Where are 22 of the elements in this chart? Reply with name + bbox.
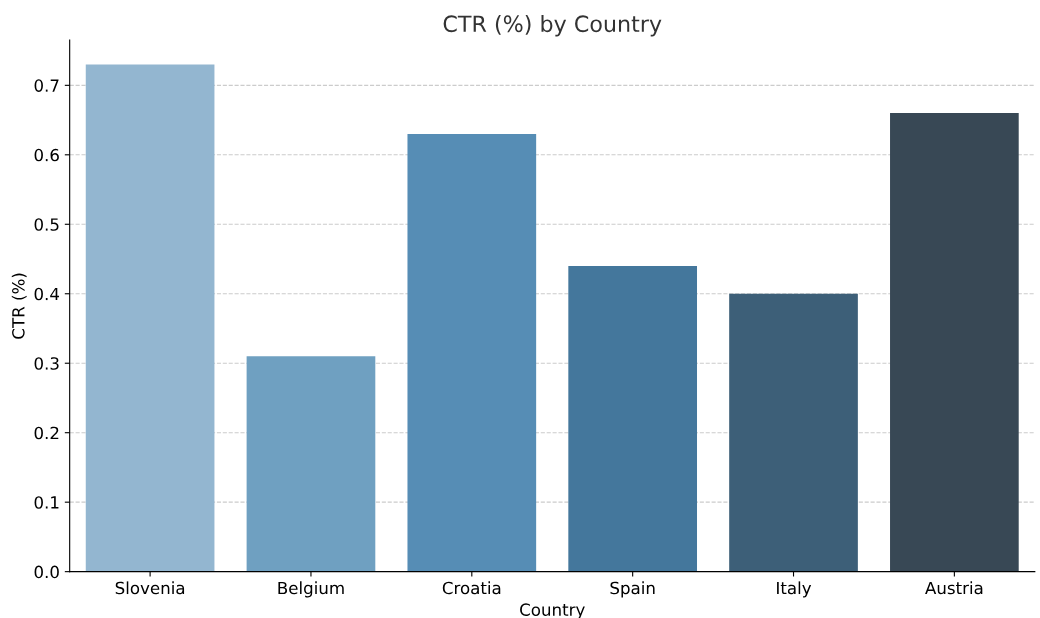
bar [85, 64, 215, 572]
x-tick-label: Spain [610, 581, 655, 598]
y-tick-label: 0.6 [34, 148, 59, 162]
x-tick-label: Belgium [278, 581, 344, 598]
bar [890, 113, 1019, 572]
y-tick-label: 0.1 [34, 496, 59, 509]
y-tick-label: 0.0 [34, 565, 59, 579]
x-tick-label: Italy [777, 581, 812, 598]
x-tick-label: Croatia [442, 581, 501, 595]
y-tick-label: 0.3 [34, 357, 59, 370]
bar [407, 133, 537, 572]
x-tick-label: Austria [925, 581, 983, 595]
y-tick-label: 0.2 [34, 426, 59, 440]
bar [568, 265, 698, 572]
y-axis-title: CTR (%) [11, 273, 27, 339]
chart-title: CTR (%) by Country [443, 14, 662, 37]
y-tick-label: 0.4 [34, 287, 60, 301]
bar [729, 293, 858, 572]
y-tick-label: 0.7 [34, 79, 59, 92]
y-tick-label: 0.5 [34, 218, 59, 231]
bar [246, 356, 376, 572]
x-tick-label: Slovenia [115, 581, 185, 595]
